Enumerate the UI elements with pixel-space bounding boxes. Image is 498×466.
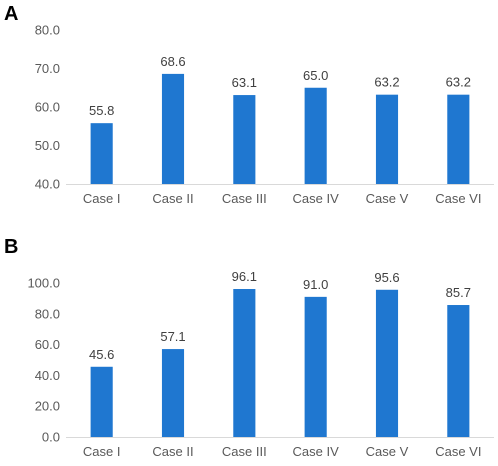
chart-panel-b: B 0.0 20.0 40.0 60.0 80.0 100.0 45.6 Case I 57.1… [0,233,498,466]
chart-b-category-label: Case II [152,444,193,459]
chart-a-data-label: 55.8 [89,103,114,118]
chart-a-bar [233,95,256,184]
chart-a-category-label: Case VI [435,191,481,206]
chart-b-bar [447,305,470,437]
chart-b-y-tick-label: 0.0 [42,430,60,445]
chart-b-category-label: Case I [83,444,121,459]
chart-a-category-label: Case V [366,191,409,206]
chart-a-bar [375,94,399,184]
bar-chart-b: 0.0 20.0 40.0 60.0 80.0 100.0 45.6 Case I 57.1 Ca… [27,269,494,459]
chart-b-category-label: Case VI [435,444,481,459]
chart-b-y-tick-label: 80.0 [35,306,60,321]
chart-a-category-label: Case III [222,191,267,206]
chart-b-data-label: 91.0 [303,277,328,292]
chart-b-data-label: 96.1 [232,269,257,284]
chart-b-y-tick-label: 100.0 [27,276,60,291]
chart-a-data-label: 65.0 [303,68,328,83]
chart-b-bar [90,366,113,437]
chart-b-bar [161,349,185,437]
chart-b-bar [304,296,327,437]
chart-a-y-tick-label: 80.0 [35,23,60,38]
chart-b-data-label: 85.7 [446,285,471,300]
chart-a-data-label: 68.6 [160,54,185,69]
chart-b-bar [375,289,399,437]
chart-b-data-label: 45.6 [89,347,114,362]
panel-letter-b: B [4,236,19,258]
chart-a-category-label: Case II [152,191,193,206]
chart-a-y-tick-label: 70.0 [35,61,60,76]
chart-a-category-label: Case IV [293,191,340,206]
chart-a-bar [90,123,113,184]
chart-a-bar [304,87,327,184]
chart-a-data-label: 63.2 [374,75,399,90]
bar-chart-a: 40.0 50.0 60.0 70.0 80.0 55.8 Case I 68.6 Case I… [35,23,494,206]
chart-a-y-tick-label: 50.0 [35,138,60,153]
chart-panel-a: A 40.0 50.0 60.0 70.0 80.0 55.8 Case I 68.6 Case… [4,3,494,206]
chart-b-y-tick-label: 20.0 [35,399,60,414]
chart-b-bar [233,289,256,437]
chart-b-category-label: Case IV [293,444,340,459]
chart-a-y-tick-label: 40.0 [35,177,60,192]
chart-b-y-tick-label: 40.0 [35,368,60,383]
chart-b-data-label: 57.1 [160,329,185,344]
chart-b-category-label: Case III [222,444,267,459]
chart-a-data-label: 63.1 [232,75,257,90]
chart-a-data-label: 63.2 [446,75,471,90]
chart-b-data-label: 95.6 [374,270,399,285]
chart-b-y-tick-label: 60.0 [35,337,60,352]
chart-a-category-label: Case I [83,191,121,206]
chart-a-bar [447,94,470,184]
chart-a-bar [161,73,185,184]
chart-b-category-label: Case V [366,444,409,459]
panel-letter-a: A [4,3,19,25]
chart-a-y-tick-label: 60.0 [35,100,60,115]
